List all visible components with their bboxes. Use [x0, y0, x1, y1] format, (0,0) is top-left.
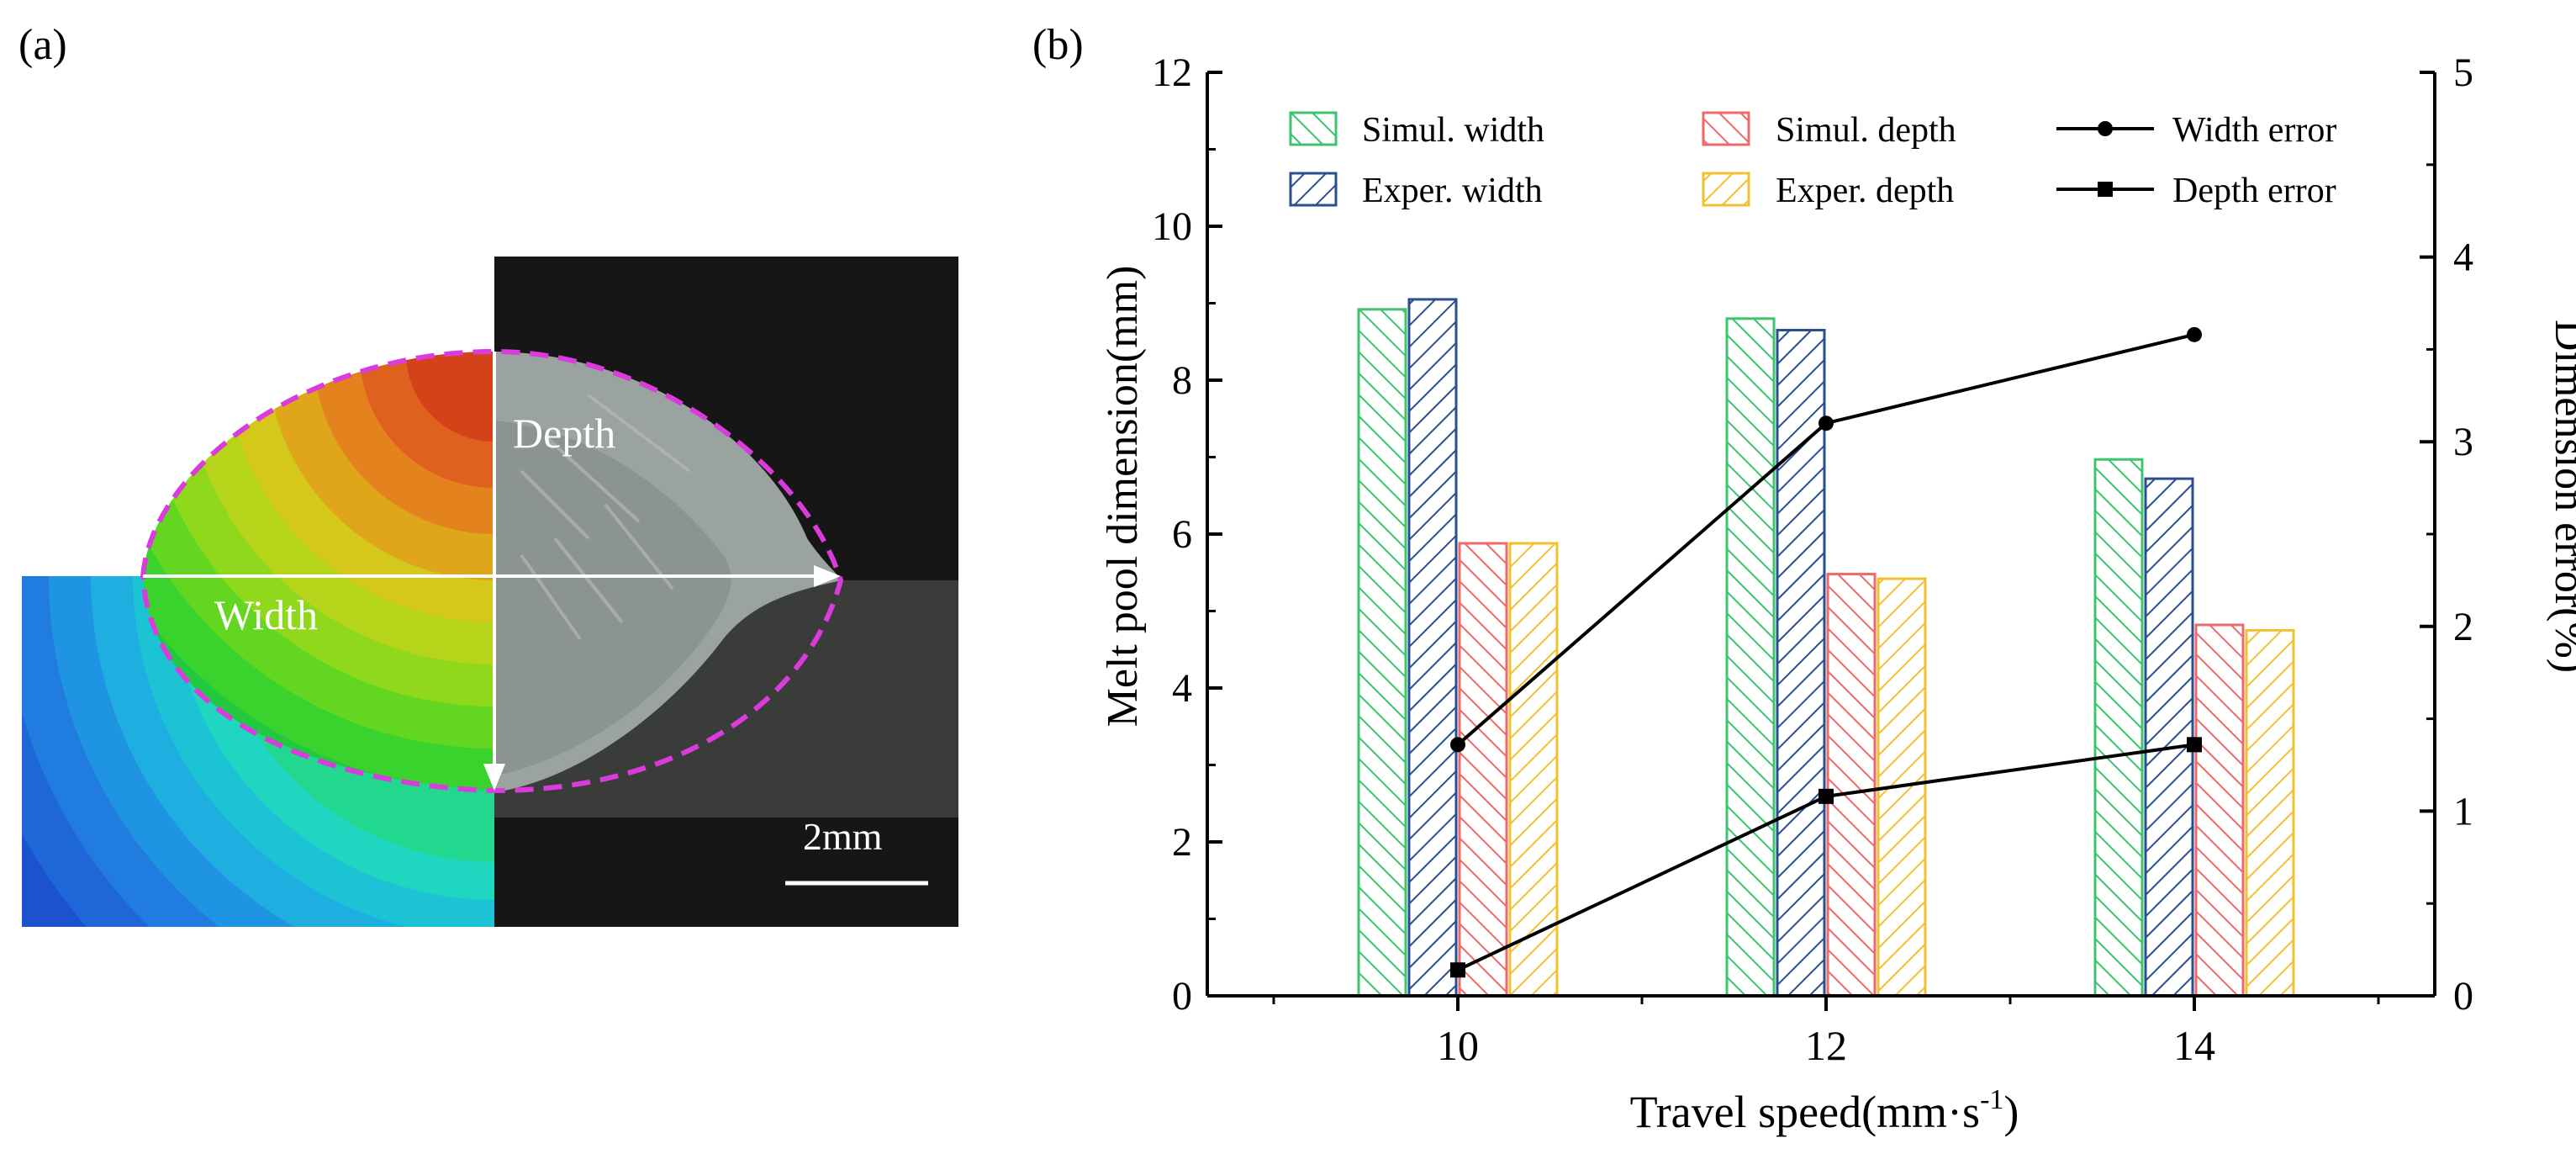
bar: [1407, 298, 1458, 998]
y-tick-label: 10: [1152, 204, 1192, 249]
y2-tick-label: 5: [2453, 50, 2473, 95]
width-error-line: [1456, 332, 2195, 746]
square-marker-icon: [2098, 182, 2113, 197]
legend: Simul. width Exper. width Simul. depth E…: [1289, 111, 2336, 210]
legend-label: Simul. depth: [1776, 111, 1956, 150]
y-tick-label: 4: [1172, 666, 1192, 711]
pool-boundary: [140, 348, 844, 794]
y-tick-label: 2: [1172, 820, 1192, 865]
y2-tick-label: 2: [2453, 605, 2473, 649]
panel-b-label: (b): [1032, 21, 1084, 69]
y-tick-label: 8: [1172, 358, 1192, 403]
x-tick-label: 12: [1805, 1022, 1847, 1069]
y-tick-label: 12: [1152, 50, 1192, 95]
y2-tick-label: 0: [2453, 974, 2473, 1019]
width-error-point: [1819, 415, 1834, 431]
scale-label: 2mm: [803, 815, 883, 858]
y2-tick-label: 3: [2453, 420, 2473, 464]
depth-label: Depth: [513, 410, 615, 457]
x-tick-label: 10: [1437, 1022, 1479, 1069]
y2-tick-label: 1: [2453, 789, 2473, 834]
width-arrowhead-icon: [814, 565, 841, 587]
x-axis-title: Travel speed(mm·s-1): [1630, 1084, 2019, 1137]
legend-label: Width error: [2172, 111, 2336, 150]
bar: [2194, 623, 2245, 998]
y2-tick-label: 4: [2453, 236, 2473, 280]
width-error-point: [1450, 737, 1465, 753]
y-axis-title: Melt pool dimension(mm): [1099, 266, 1147, 728]
y2-axis-title: Dimension error(%): [2546, 320, 2576, 673]
bar: [1776, 329, 1826, 998]
bar: [1725, 317, 1776, 998]
legend-label: Exper. width: [1362, 172, 1543, 210]
circle-marker-icon: [2098, 121, 2113, 136]
legend-label: Exper. depth: [1776, 172, 1954, 210]
legend-item-width-error: Width error: [2056, 111, 2336, 150]
bar: [1458, 542, 1508, 998]
depth-error-point: [1819, 788, 1834, 804]
legend-item-exper-width: Exper. width: [1289, 172, 1543, 210]
legend-label: Simul. width: [1362, 111, 1544, 150]
bar: [1826, 573, 1877, 998]
melt-pool-contour: [143, 352, 494, 791]
depth-arrowhead-icon: [483, 764, 505, 791]
width-error-point: [2187, 326, 2202, 342]
y-tick-label: 6: [1172, 512, 1192, 557]
panel-a: (a): [18, 21, 958, 927]
bar: [1357, 308, 1407, 998]
legend-item-exper-depth: Exper. depth: [1702, 172, 1954, 210]
legend-label: Depth error: [2172, 172, 2336, 210]
width-label: Width: [214, 591, 318, 638]
x-tick-label: 14: [2173, 1022, 2215, 1069]
depth-error-point: [2187, 737, 2202, 753]
bar: [2093, 458, 2144, 998]
depth-error-point: [1450, 962, 1465, 978]
depth-error-line: [1457, 743, 2195, 972]
bar: [2245, 628, 2295, 998]
y-tick-label: 0: [1172, 974, 1192, 1019]
legend-item-simul-width: Simul. width: [1289, 111, 1544, 150]
bar: [2144, 477, 2194, 998]
legend-item-depth-error: Depth error: [2056, 172, 2336, 210]
micrograph: [494, 257, 958, 927]
legend-item-simul-depth: Simul. depth: [1702, 111, 1956, 150]
panel-a-label: (a): [18, 21, 67, 69]
bar: [1508, 542, 1559, 998]
